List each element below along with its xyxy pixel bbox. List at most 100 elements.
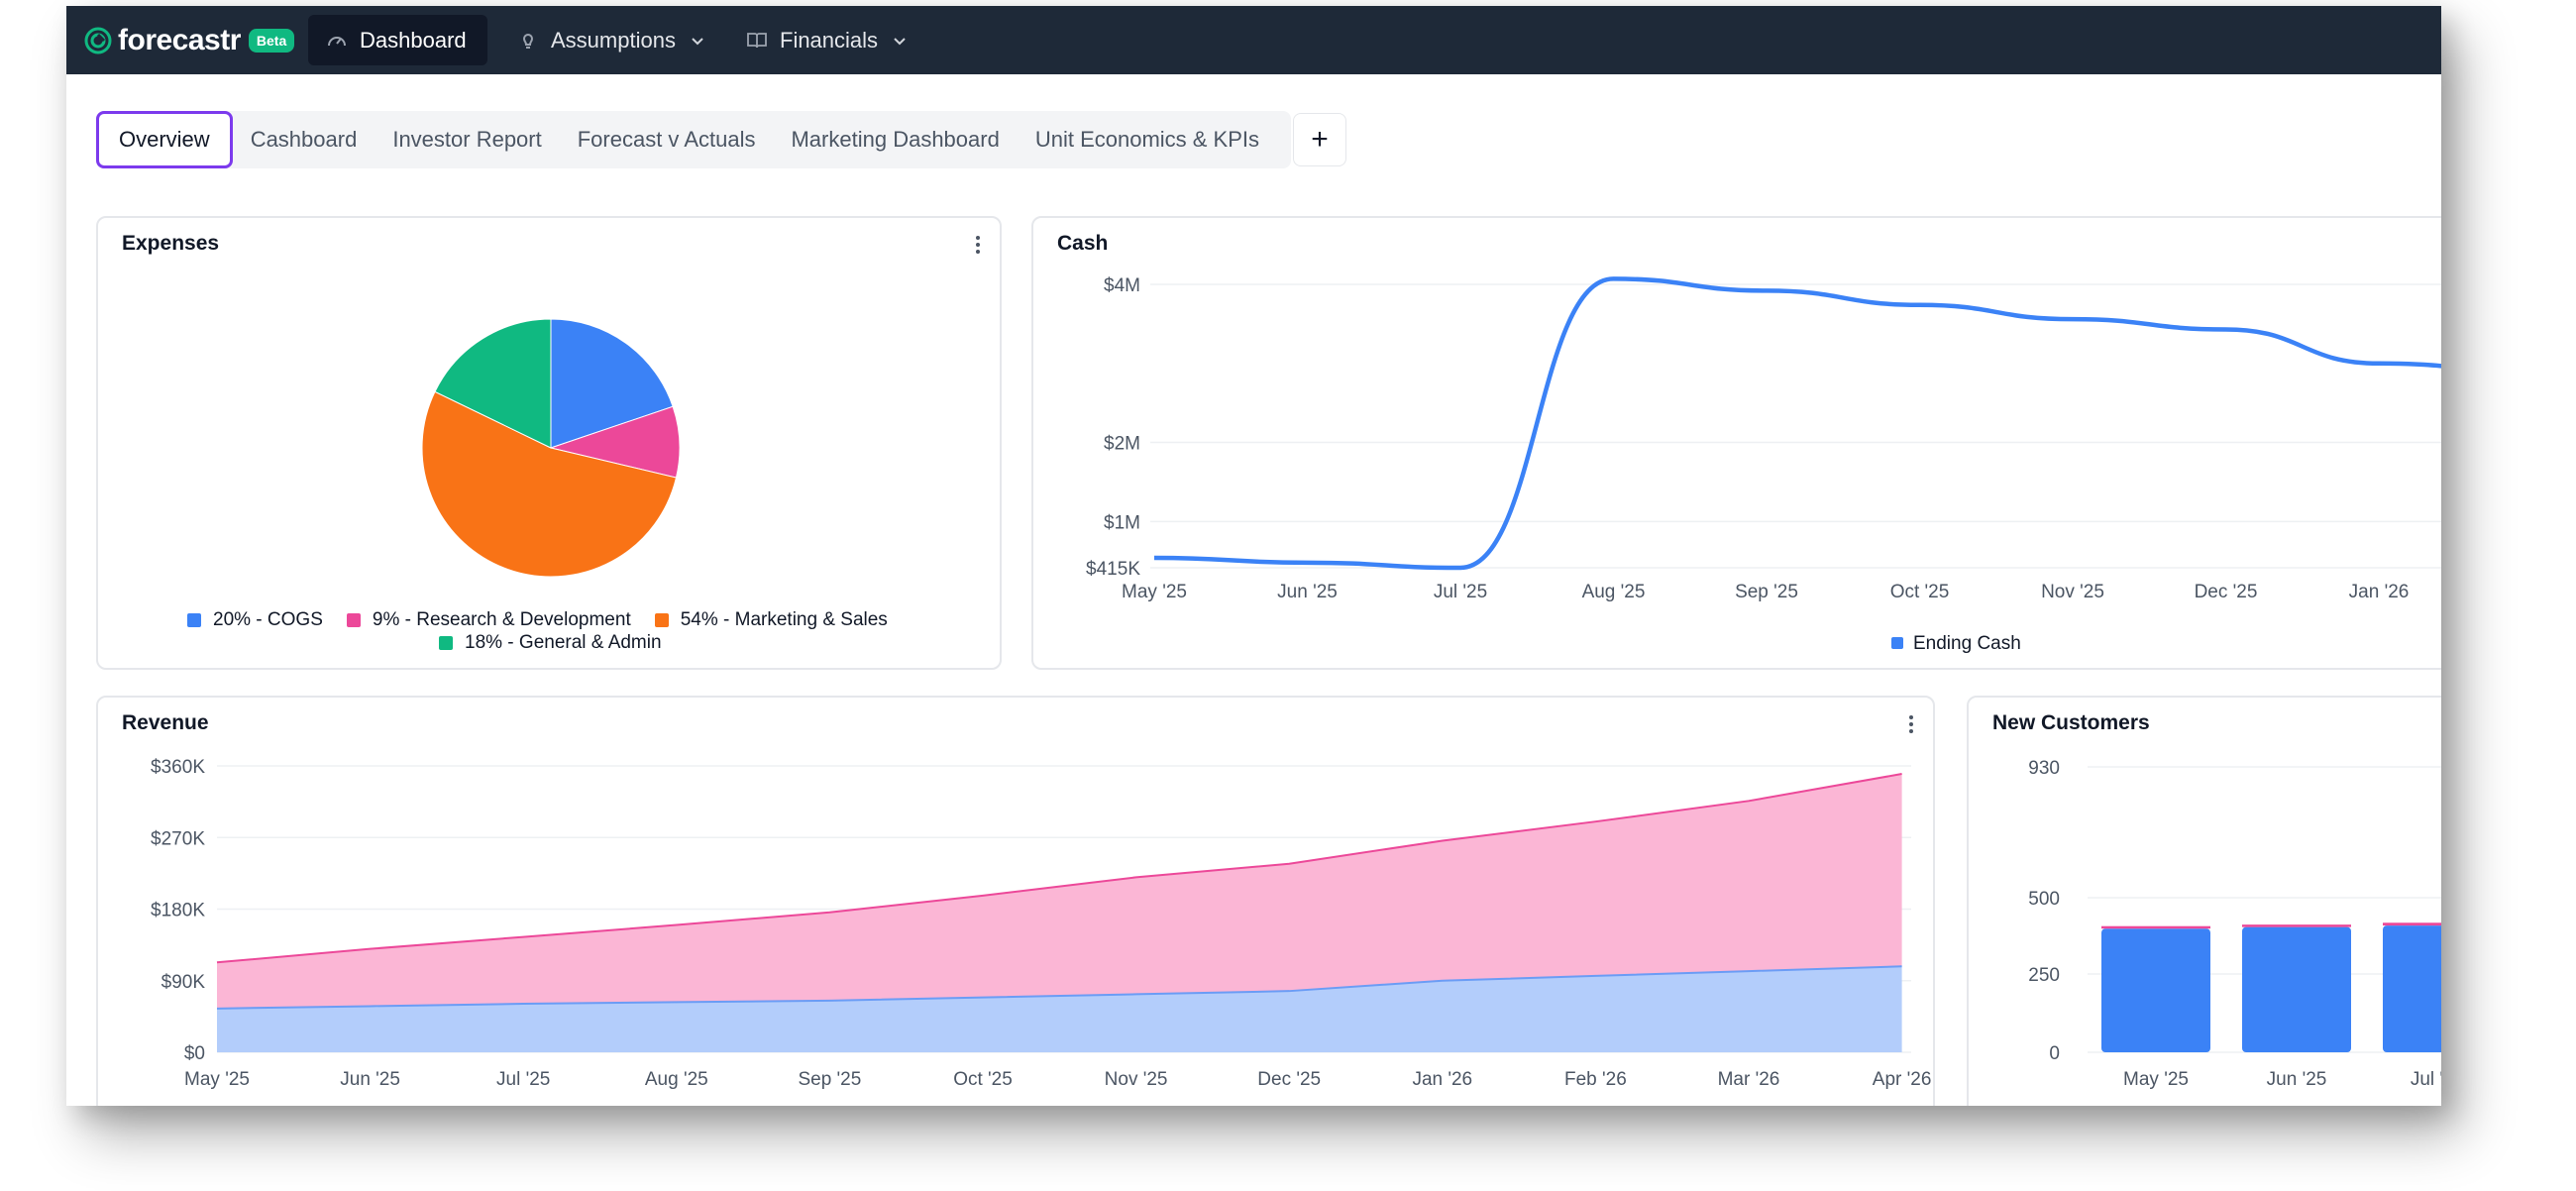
legend-swatch	[346, 613, 361, 627]
revenue-area-b2c	[217, 966, 1902, 1052]
revenue-line-b2c	[216, 965, 1902, 1010]
legend-swatch	[439, 636, 453, 650]
legend-general-admin: 18% - General & Admin	[465, 632, 662, 653]
pie-slice-general-admin	[434, 318, 552, 449]
nav-assumptions[interactable]: Assumptions	[499, 15, 723, 65]
nav-assumptions-label: Assumptions	[551, 27, 676, 53]
revenue-y-tick-label: $180K	[151, 901, 205, 921]
nc-y-tick-label: 250	[2028, 965, 2060, 986]
cash-y-tick-label: $415K	[1086, 559, 1140, 580]
nc-bar	[2242, 926, 2351, 1052]
tab-investor-report[interactable]: Investor Report	[392, 127, 542, 152]
revenue-x-tick-label: Oct '25	[953, 1069, 1013, 1090]
cash-x-tick-label: May '25	[1122, 582, 1187, 602]
beta-badge: Beta	[248, 29, 295, 53]
revenue-x-tick-label: Feb '26	[1564, 1069, 1627, 1090]
cash-legend-swatch	[1891, 637, 1903, 649]
revenue-card: Revenue $0 $90K $180K $270K $360K May '25 Jun …	[96, 696, 1935, 1106]
revenue-x-tick-label: Jul '25	[496, 1069, 550, 1090]
nav-dashboard-label: Dashboard	[360, 27, 467, 53]
revenue-x-tick-label: Jun '25	[340, 1069, 400, 1090]
new-customers-title: New Customers	[1992, 711, 2150, 734]
legend-marketing-sales: 54% - Marketing & Sales	[680, 609, 888, 630]
chevron-down-icon	[692, 37, 703, 45]
nav-financials[interactable]: Financials	[728, 15, 925, 65]
nav-financials-label: Financials	[780, 27, 879, 53]
expenses-legend: 20% - COGS 9% - Research & Development 5…	[187, 609, 888, 631]
expenses-legend-row-2: 18% - General & Admin	[439, 632, 662, 654]
logo-icon	[84, 27, 112, 54]
top-nav: forecastr Beta Dashboard Assumptions	[66, 6, 2441, 74]
revenue-x-tick-label: Mar '26	[1718, 1069, 1780, 1090]
more-options-icon[interactable]	[968, 232, 988, 258]
lightbulb-icon	[522, 33, 534, 49]
add-tab-button[interactable]: +	[1293, 113, 1346, 166]
revenue-y-tick-label: $360K	[151, 757, 205, 778]
revenue-y-tick-label: $90K	[161, 972, 206, 993]
expenses-pie-chart	[421, 318, 681, 578]
expenses-card: Expenses 20% - COGS 9% - Research & Deve…	[96, 216, 1002, 670]
cash-x-tick-label: Aug '25	[1582, 582, 1646, 602]
legend-swatch	[187, 613, 201, 627]
revenue-x-tick-label: Jan '26	[1412, 1069, 1472, 1090]
cash-y-tick-label: $1M	[1104, 512, 1140, 533]
cash-y-tick-label: $4M	[1104, 275, 1140, 296]
nc-y-tick-label: 930	[2028, 758, 2060, 779]
cash-y-tick-label: $2M	[1104, 434, 1140, 455]
cash-title: Cash	[1057, 232, 1109, 255]
pie-slice-marketing-sales	[421, 390, 678, 578]
revenue-y-tick-label: $270K	[151, 828, 205, 849]
tab-unit-economics-kpis[interactable]: Unit Economics & KPIs	[1034, 127, 1260, 152]
nc-y-tick-label: 0	[2049, 1043, 2060, 1064]
legend-cogs: 20% - COGS	[213, 609, 323, 630]
revenue-x-tick-label: Apr '26	[1873, 1069, 1932, 1090]
nc-bar	[2383, 925, 2441, 1052]
dashboard-tabs: Overview Cashboard Investor Report Forec…	[96, 111, 1292, 168]
cash-x-tick-label: Oct '25	[1890, 582, 1950, 602]
logo[interactable]: forecastr Beta	[84, 24, 295, 57]
revenue-x-tick-label: Sep '25	[798, 1069, 861, 1090]
nc-y-tick-label: 500	[2028, 889, 2060, 910]
expenses-title: Expenses	[122, 232, 220, 255]
logo-text: forecastr	[118, 24, 241, 56]
cash-x-tick-label: Jun '25	[1277, 582, 1338, 602]
revenue-area-b2b	[217, 774, 1902, 1009]
revenue-x-tick-label: Dec '25	[1257, 1069, 1321, 1090]
chevron-down-icon	[894, 37, 906, 45]
tab-marketing-dashboard[interactable]: Marketing Dashboard	[791, 127, 1000, 152]
gauge-icon	[328, 36, 346, 46]
cash-x-tick-label: Sep '25	[1735, 582, 1798, 602]
new-customers-card: New Customers 0 250 500 930 May '25 Jun '25 Ju…	[1967, 696, 2441, 1106]
nc-x-tick-label: May '25	[2123, 1069, 2189, 1090]
cash-x-tick-label: Dec '25	[2195, 582, 2258, 602]
nc-bar-top	[2101, 925, 2210, 929]
revenue-area-chart: $0 $90K $180K $270K $360K May '25 Jun '25 Jul '…	[151, 757, 1932, 1090]
book-icon	[747, 32, 767, 48]
more-options-icon[interactable]	[1901, 711, 1921, 737]
cash-x-tick-label: Jan '26	[2349, 582, 2410, 602]
revenue-x-tick-label: Aug '25	[645, 1069, 708, 1090]
tab-cashboard[interactable]: Cashboard	[250, 127, 358, 152]
revenue-line-b2b	[216, 773, 1902, 964]
revenue-x-tick-label: Nov '25	[1105, 1069, 1168, 1090]
nc-bar-top	[2242, 924, 2351, 927]
legend-swatch	[654, 613, 669, 627]
legend-rnd: 9% - Research & Development	[372, 609, 631, 630]
tab-overview[interactable]: Overview	[96, 111, 233, 168]
app-window: forecastr Beta Dashboard Assumptions	[66, 6, 2441, 1106]
nc-x-tick-label: Jun '25	[2267, 1069, 2327, 1090]
cash-series-line-ending-cash	[1153, 276, 2441, 571]
revenue-x-tick-label: May '25	[184, 1069, 250, 1090]
nc-x-tick-label: Jul '25	[2411, 1069, 2441, 1090]
tab-forecast-v-actuals[interactable]: Forecast v Actuals	[577, 127, 756, 152]
cash-x-tick-label: Nov '25	[2041, 582, 2104, 602]
cash-card: Cash $415K $1M $2M $4M May '25 Jun '25 Jul '25…	[1031, 216, 2441, 670]
pie-slice-cogs	[550, 318, 674, 449]
cash-legend-label: Ending Cash	[1913, 633, 2021, 654]
revenue-y-tick-label: $0	[184, 1043, 205, 1064]
new-customers-bar-chart: 0 250 500 930 May '25 Jun '25 Jul '25	[2028, 758, 2441, 1090]
nav-dashboard[interactable]: Dashboard	[308, 15, 487, 65]
cash-x-tick-label: Jul '25	[1434, 582, 1487, 602]
revenue-title: Revenue	[122, 711, 209, 734]
nc-bar-top	[2383, 922, 2441, 926]
